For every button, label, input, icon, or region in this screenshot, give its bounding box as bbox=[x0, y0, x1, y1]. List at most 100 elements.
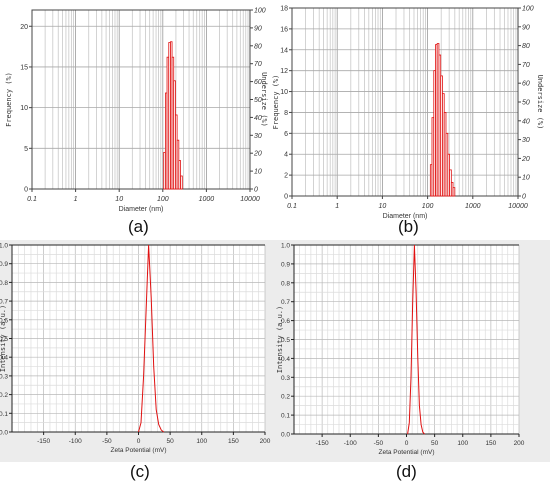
y-tick-label: 0.1 bbox=[281, 413, 290, 420]
y-tick-label: 5 bbox=[24, 146, 28, 153]
y-tick-label: 0 bbox=[24, 187, 28, 194]
panel-d: 0.0 0.1 0.2 0.3 0.4 0.5 0.6 0.7 0.8 0.9 1.0 -150 -10… bbox=[275, 240, 550, 487]
y-right-tick-label: 80 bbox=[522, 43, 530, 50]
y-right-tick-label: 90 bbox=[254, 25, 262, 32]
y-right-tick-label: 100 bbox=[522, 6, 534, 13]
x-tick-label: 100 bbox=[157, 196, 169, 203]
histogram-bar bbox=[452, 187, 456, 197]
y-tick-label: 0.8 bbox=[0, 280, 8, 287]
x-tick-label: 0 bbox=[137, 438, 141, 445]
x-tick-label: 100 bbox=[457, 440, 468, 447]
y-tick-label: 15 bbox=[20, 64, 28, 71]
zeta-curve bbox=[407, 244, 425, 435]
x-tick-label: 100 bbox=[422, 203, 434, 210]
y-right-tick-label: 70 bbox=[522, 62, 530, 69]
y-tick-label: 0 bbox=[284, 194, 288, 201]
y-tick-label: 0.0 bbox=[281, 432, 290, 439]
x-tick-label: -50 bbox=[374, 440, 384, 447]
x-tick-label: 1 bbox=[335, 203, 339, 210]
y-tick-label: 10 bbox=[20, 105, 28, 112]
y-right-tick-label: 50 bbox=[522, 100, 530, 107]
y-tick-label: 0.9 bbox=[281, 261, 290, 268]
y-right-tick-label: 10 bbox=[522, 175, 530, 182]
y-axis-label: Intensity (a.u.) bbox=[0, 305, 7, 372]
y-tick-label: 4 bbox=[284, 152, 288, 159]
y-tick-label: 0.6 bbox=[0, 317, 8, 324]
x-tick-label: 200 bbox=[260, 438, 271, 445]
y-tick-label: 8 bbox=[284, 110, 288, 117]
y-tick-label: 20 bbox=[20, 24, 28, 31]
y-right-tick-label: 0 bbox=[522, 194, 526, 201]
panel-c: 0.0 0.1 0.2 0.3 0.4 0.5 0.6 0.7 0.8 0.9 1.0 -150 -10… bbox=[0, 240, 275, 487]
x-tick-label: 100 bbox=[196, 438, 207, 445]
x-tick-label: -50 bbox=[102, 438, 112, 445]
x-tick-label: 10 bbox=[379, 203, 387, 210]
y-tick-label: 0.5 bbox=[0, 336, 8, 343]
y-right-tick-label: 90 bbox=[522, 24, 530, 31]
x-tick-label: 1 bbox=[74, 196, 78, 203]
histogram-bar bbox=[180, 175, 183, 190]
x-tick-label: 0 bbox=[405, 440, 409, 447]
y-axis-label: Intensity (a.u.) bbox=[276, 306, 284, 373]
chart-c: 0.0 0.1 0.2 0.3 0.4 0.5 0.6 0.7 0.8 0.9 1.0 -150 -10… bbox=[0, 240, 275, 462]
y-right-tick-label: 80 bbox=[254, 43, 262, 50]
x-tick-label: 150 bbox=[228, 438, 239, 445]
y-right-tick-label: 30 bbox=[522, 137, 530, 144]
y-tick-label: 0.7 bbox=[281, 299, 290, 306]
y-tick-label: 6 bbox=[284, 131, 288, 138]
y-tick-label: 0.5 bbox=[281, 337, 290, 344]
y-right-tick-label: 20 bbox=[253, 151, 262, 158]
caption-b: (b) bbox=[398, 217, 419, 236]
y-right-tick-label: 0 bbox=[254, 187, 258, 194]
x-tick-label: -100 bbox=[69, 438, 82, 445]
y-tick-label: 12 bbox=[280, 68, 288, 75]
y-right-tick-label: 60 bbox=[522, 81, 530, 88]
x-tick-label: 50 bbox=[167, 438, 175, 445]
x-tick-label: 150 bbox=[485, 440, 496, 447]
caption-c: (c) bbox=[130, 462, 150, 481]
y-right-tick-label: 50 bbox=[254, 97, 262, 104]
y-tick-label: 0.8 bbox=[281, 280, 290, 287]
y-tick-label: 0.0 bbox=[0, 430, 8, 437]
caption-a: (a) bbox=[128, 217, 149, 236]
y-right-axis-label: Undersize (%) bbox=[260, 72, 268, 127]
histogram-bar bbox=[178, 160, 181, 190]
panel-b: 0 2 4 6 8 10 12 14 16 18 0 10 20 30 40 50 60 70 80 90 100 0.1… bbox=[272, 0, 550, 240]
y-tick-label: 0.7 bbox=[0, 299, 8, 306]
y-right-tick-label: 20 bbox=[521, 156, 530, 163]
y-right-tick-label: 40 bbox=[522, 118, 530, 125]
y-tick-label: 0.3 bbox=[281, 375, 290, 382]
plot-frame bbox=[291, 7, 519, 197]
x-tick-label: -150 bbox=[316, 440, 329, 447]
y-tick-label: 1.0 bbox=[281, 243, 290, 250]
x-tick-label: 1000 bbox=[199, 196, 215, 203]
y-right-tick-label: 60 bbox=[254, 79, 262, 86]
x-tick-label: 1000 bbox=[465, 203, 481, 210]
y-tick-label: 0.9 bbox=[0, 261, 8, 268]
y-tick-label: 0.4 bbox=[0, 355, 8, 362]
zeta-curve bbox=[138, 244, 165, 433]
y-tick-label: 10 bbox=[280, 89, 288, 96]
x-tick-label: -150 bbox=[37, 438, 50, 445]
x-tick-label: 10 bbox=[115, 196, 123, 203]
y-tick-label: 0.2 bbox=[281, 394, 290, 401]
x-tick-label: 0.1 bbox=[27, 196, 37, 203]
x-tick-label: 10000 bbox=[508, 203, 528, 210]
y-axis-label: Frequency (%) bbox=[5, 72, 13, 127]
y-tick-label: 2 bbox=[284, 173, 288, 180]
plot-frame bbox=[31, 9, 251, 190]
chart-d: 0.0 0.1 0.2 0.3 0.4 0.5 0.6 0.7 0.8 0.9 1.0 -150 -10… bbox=[275, 240, 550, 462]
y-tick-label: 1.0 bbox=[0, 243, 8, 250]
x-tick-label: 50 bbox=[431, 440, 439, 447]
y-right-tick-label: 40 bbox=[254, 115, 262, 122]
y-tick-label: 0.2 bbox=[0, 392, 8, 399]
y-right-tick-label: 100 bbox=[254, 8, 266, 15]
y-tick-label: 0.3 bbox=[0, 373, 8, 380]
y-tick-label: 0.4 bbox=[281, 356, 290, 363]
x-tick-label: 0.1 bbox=[287, 203, 297, 210]
x-axis-label: Diameter (nm) bbox=[383, 213, 428, 220]
y-tick-label: 0.6 bbox=[281, 318, 290, 325]
x-tick-label: -100 bbox=[344, 440, 357, 447]
chart-b: 0 2 4 6 8 10 12 14 16 18 0 10 20 30 40 50 60 70 80 90 100 0.1… bbox=[272, 6, 544, 221]
x-tick-label: 10000 bbox=[240, 196, 260, 203]
